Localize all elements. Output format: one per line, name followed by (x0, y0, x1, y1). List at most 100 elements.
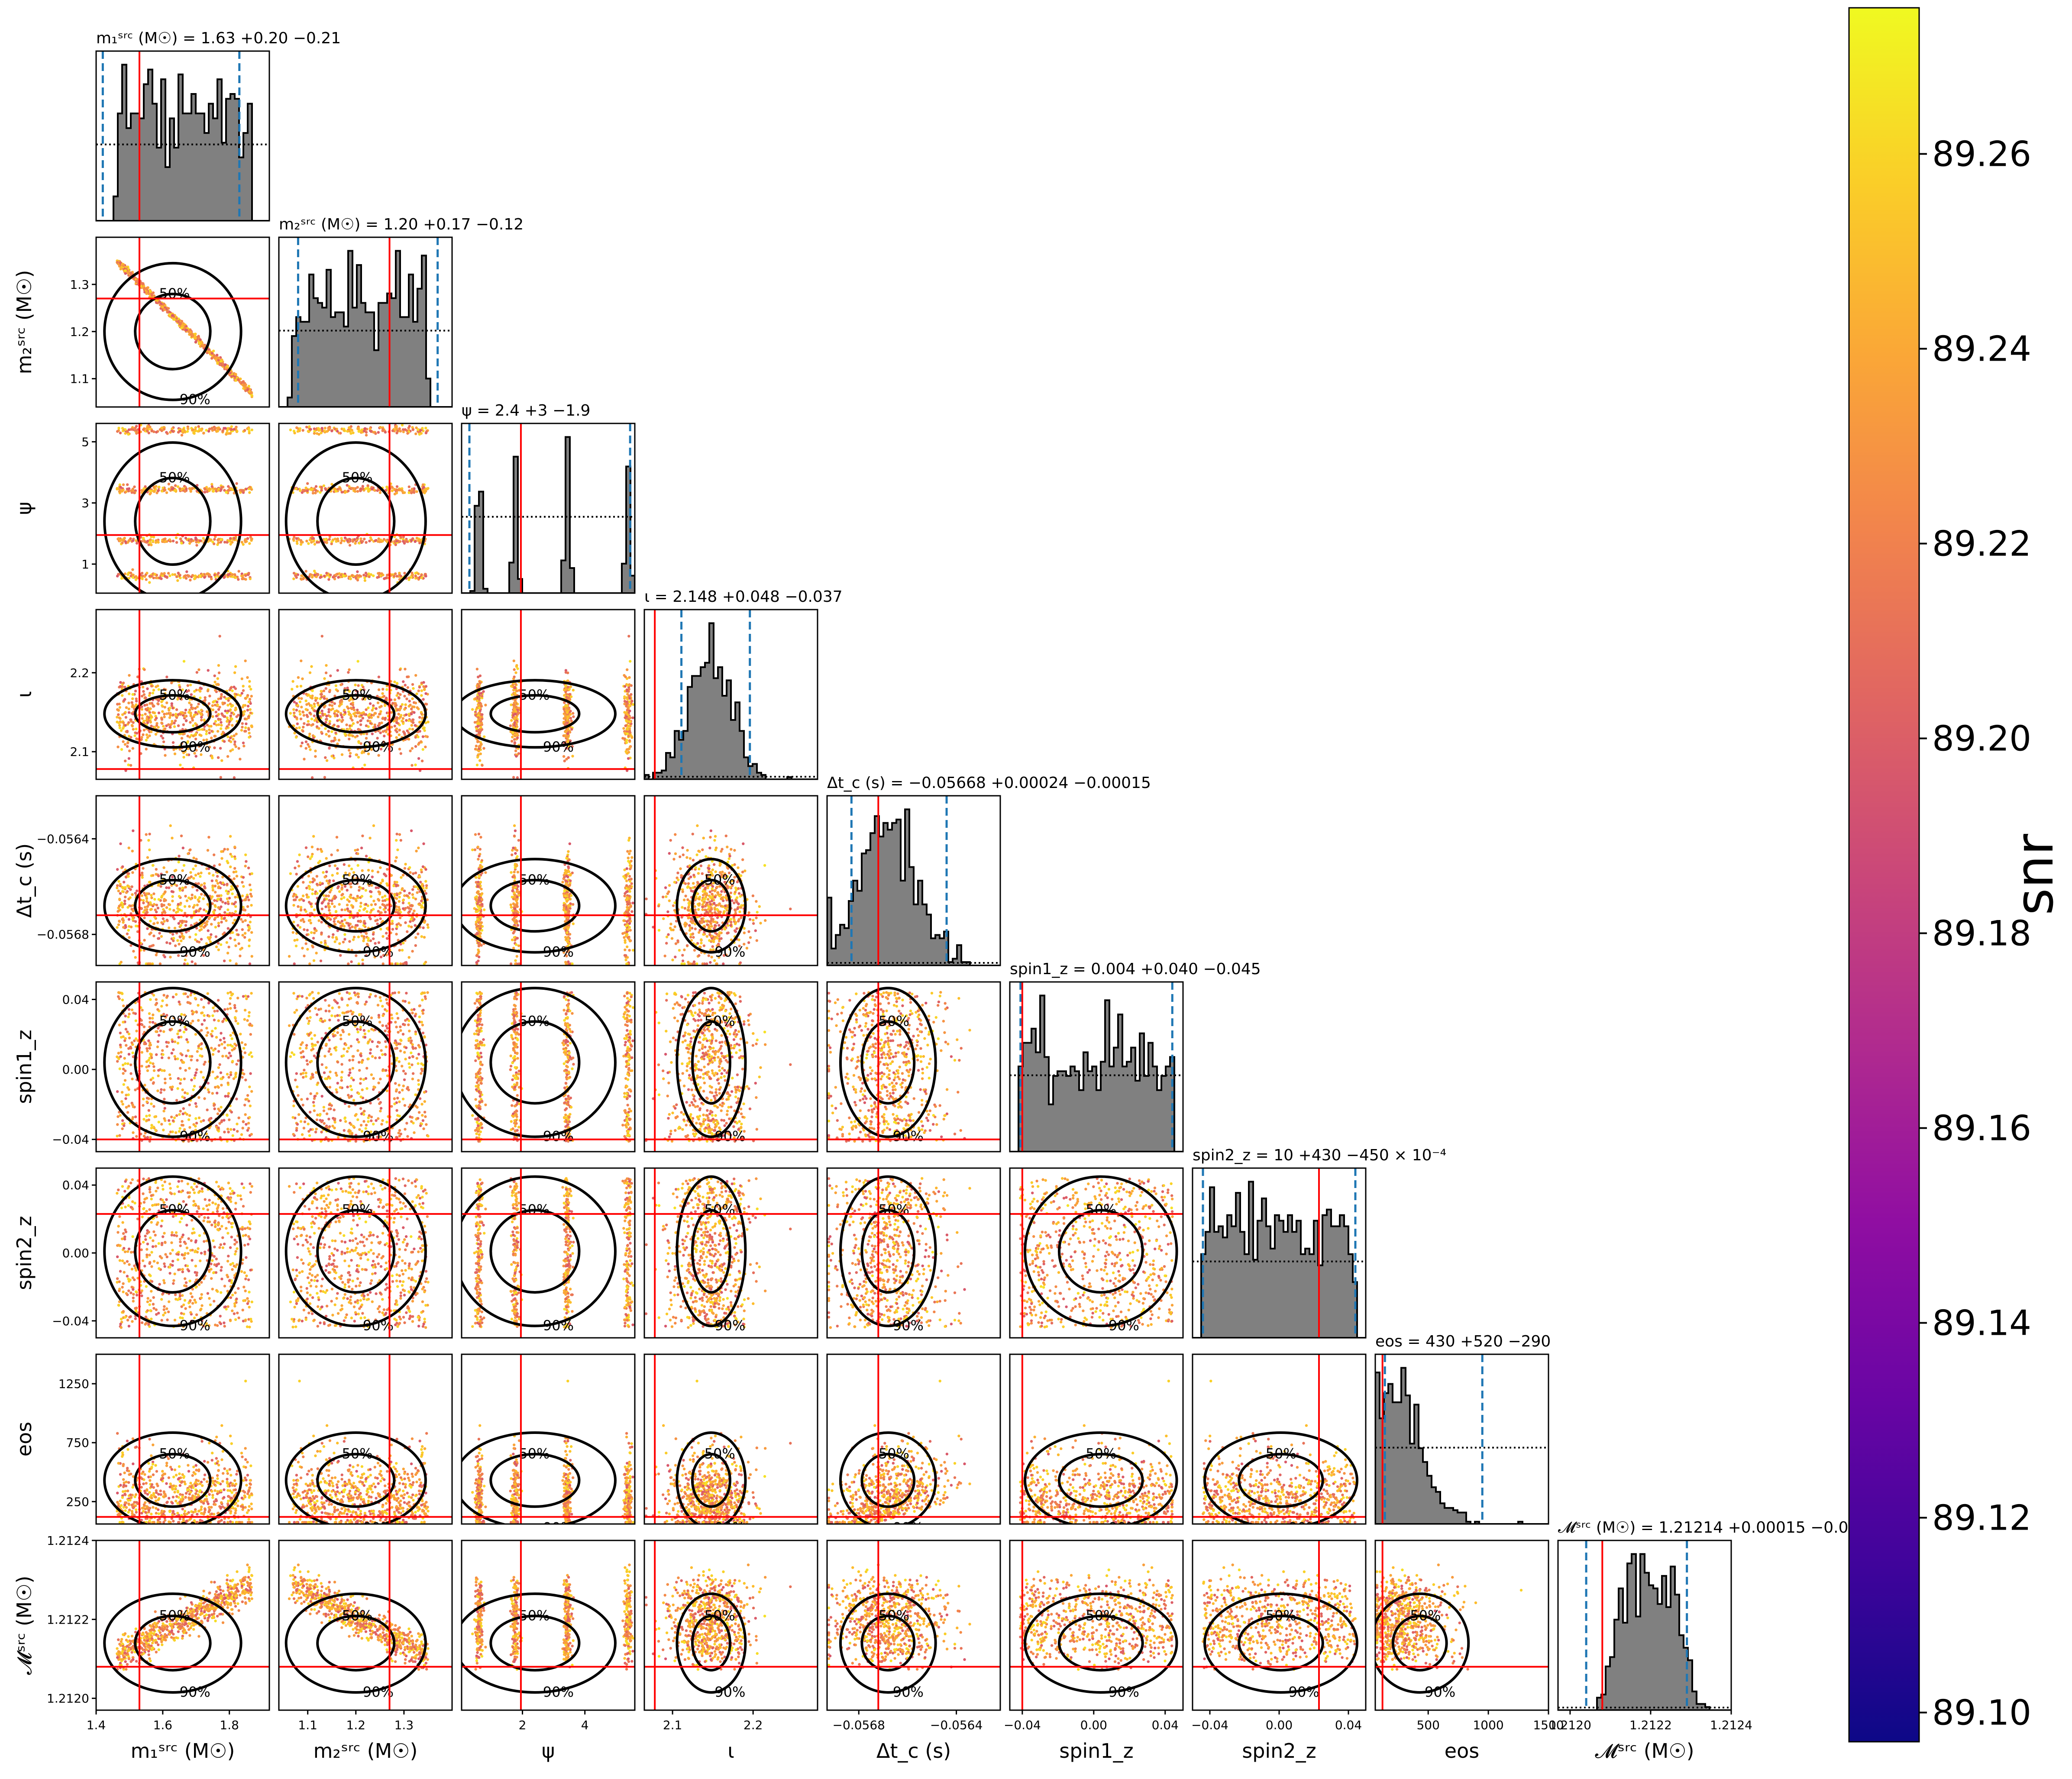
point (128, 707, 130, 710)
point (350, 487, 353, 490)
point (402, 730, 405, 733)
point (183, 920, 186, 923)
point (208, 872, 210, 875)
point (155, 491, 158, 494)
point (232, 738, 234, 740)
point (132, 950, 135, 952)
point (229, 432, 232, 435)
point (244, 726, 247, 729)
point (424, 427, 427, 429)
point (234, 379, 237, 381)
point (214, 917, 217, 919)
point (249, 888, 252, 891)
point (188, 487, 191, 490)
point (325, 718, 328, 720)
point (229, 736, 232, 739)
point (237, 378, 239, 381)
point (418, 433, 421, 436)
point (246, 694, 249, 697)
point (207, 669, 210, 672)
point (119, 726, 121, 729)
point (194, 711, 197, 714)
point (399, 668, 401, 671)
point (244, 697, 247, 700)
point (479, 710, 482, 712)
point (335, 574, 337, 576)
point (143, 729, 145, 731)
point (171, 314, 174, 316)
point (378, 675, 380, 678)
point (195, 541, 197, 543)
point (309, 712, 311, 714)
point (120, 268, 122, 270)
point (202, 432, 205, 434)
point (418, 721, 421, 723)
point (362, 574, 365, 576)
point (317, 727, 320, 730)
point (141, 572, 143, 575)
point (412, 721, 414, 724)
point (474, 714, 477, 717)
point (303, 490, 305, 492)
point (354, 684, 356, 686)
point (182, 937, 184, 940)
point (240, 918, 242, 920)
point (306, 723, 309, 726)
point (394, 572, 397, 575)
point (341, 753, 343, 756)
point (414, 736, 417, 739)
point (625, 703, 628, 705)
point (145, 893, 148, 895)
point (156, 921, 159, 924)
point (185, 488, 187, 490)
point (307, 720, 310, 723)
point (416, 537, 418, 539)
point (168, 488, 170, 490)
point (235, 708, 237, 710)
point (229, 371, 232, 374)
point (237, 714, 239, 717)
point (515, 733, 517, 736)
point (235, 745, 237, 748)
point (145, 897, 148, 900)
point (478, 749, 480, 752)
point (122, 740, 124, 743)
point (211, 485, 213, 488)
point (565, 758, 568, 760)
panel-m1-vs-m1: m₁ˢʳᶜ (M☉) = 1.63 +0.20 −0.21 (96, 29, 341, 221)
point (249, 486, 251, 488)
point (164, 891, 166, 893)
point (414, 674, 417, 677)
point (150, 908, 153, 910)
point (146, 927, 149, 930)
point (213, 428, 216, 431)
point (626, 668, 628, 671)
point (153, 573, 156, 575)
point (117, 709, 120, 711)
point (248, 432, 251, 434)
point (422, 748, 424, 751)
point (184, 924, 187, 927)
point (150, 575, 153, 578)
point (623, 695, 626, 698)
point (364, 427, 366, 430)
point (512, 776, 515, 778)
point (394, 705, 397, 707)
point (398, 697, 400, 699)
point (225, 433, 227, 436)
point (236, 875, 238, 877)
point (407, 719, 410, 722)
point (150, 894, 152, 897)
point (477, 753, 480, 756)
point (227, 723, 230, 726)
point (248, 542, 251, 545)
point (309, 672, 311, 674)
point (356, 486, 359, 488)
point (628, 730, 631, 733)
point (200, 938, 203, 940)
point (239, 948, 242, 950)
point (400, 536, 402, 539)
point (250, 931, 253, 934)
point (300, 578, 303, 581)
